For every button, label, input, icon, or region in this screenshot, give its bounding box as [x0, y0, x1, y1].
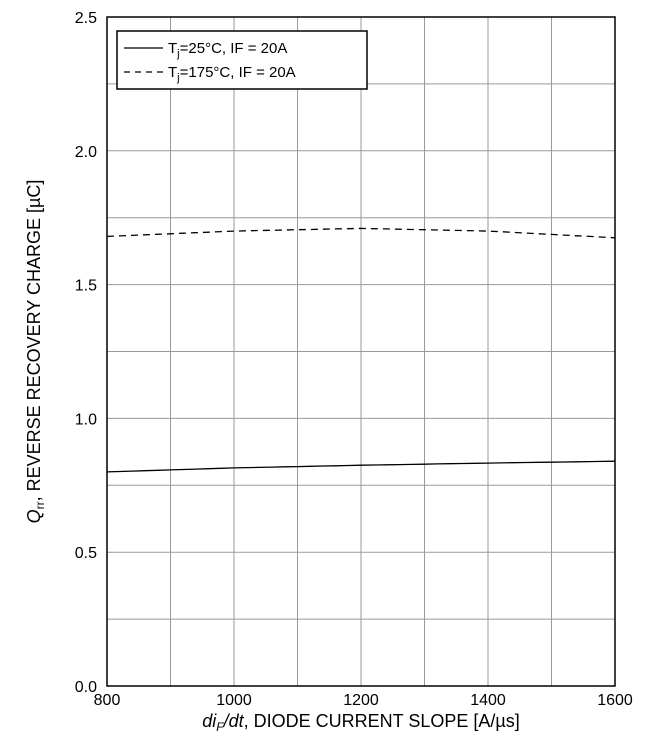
x-tick-label: 800: [94, 692, 121, 709]
tick-labels: 0.0 0.5 1.0 1.5 2.0 2.5 800 1000 1200 1400 1600: [75, 10, 633, 709]
series-line-0: [106, 460, 616, 473]
y-tick-label: 2.5: [75, 10, 97, 27]
y-axis-title: Qrr, REVERSE RECOVERY CHARGE [µC]: [24, 180, 47, 524]
legend-box: [116, 30, 368, 90]
x-tick-label: 1200: [343, 692, 379, 709]
x-tick-label: 1600: [597, 692, 633, 709]
y-tick-label: 2.0: [75, 144, 97, 161]
x-axis-title: diF/dt, DIODE CURRENT SLOPE [A/µs]: [202, 711, 519, 734]
grid: [107, 17, 615, 686]
legend-entry-tj25: Tj=25°C, IF = 20A: [168, 40, 287, 60]
x-tick-label: 1000: [216, 692, 252, 709]
x-tick-label: 1400: [470, 692, 506, 709]
y-tick-label: 0.0: [75, 679, 97, 696]
legend: Tj=25°C, IF = 20A Tj=175°C, IF = 20A: [116, 30, 368, 90]
y-tick-label: 1.5: [75, 278, 97, 295]
series-lines: [106, 227, 616, 473]
plot-frame: [106, 16, 616, 687]
legend-entry-tj175: Tj=175°C, IF = 20A: [168, 64, 296, 84]
y-tick-label: 1.0: [75, 411, 97, 428]
y-tick-label: 0.5: [75, 545, 97, 562]
series-line-1: [106, 227, 616, 239]
